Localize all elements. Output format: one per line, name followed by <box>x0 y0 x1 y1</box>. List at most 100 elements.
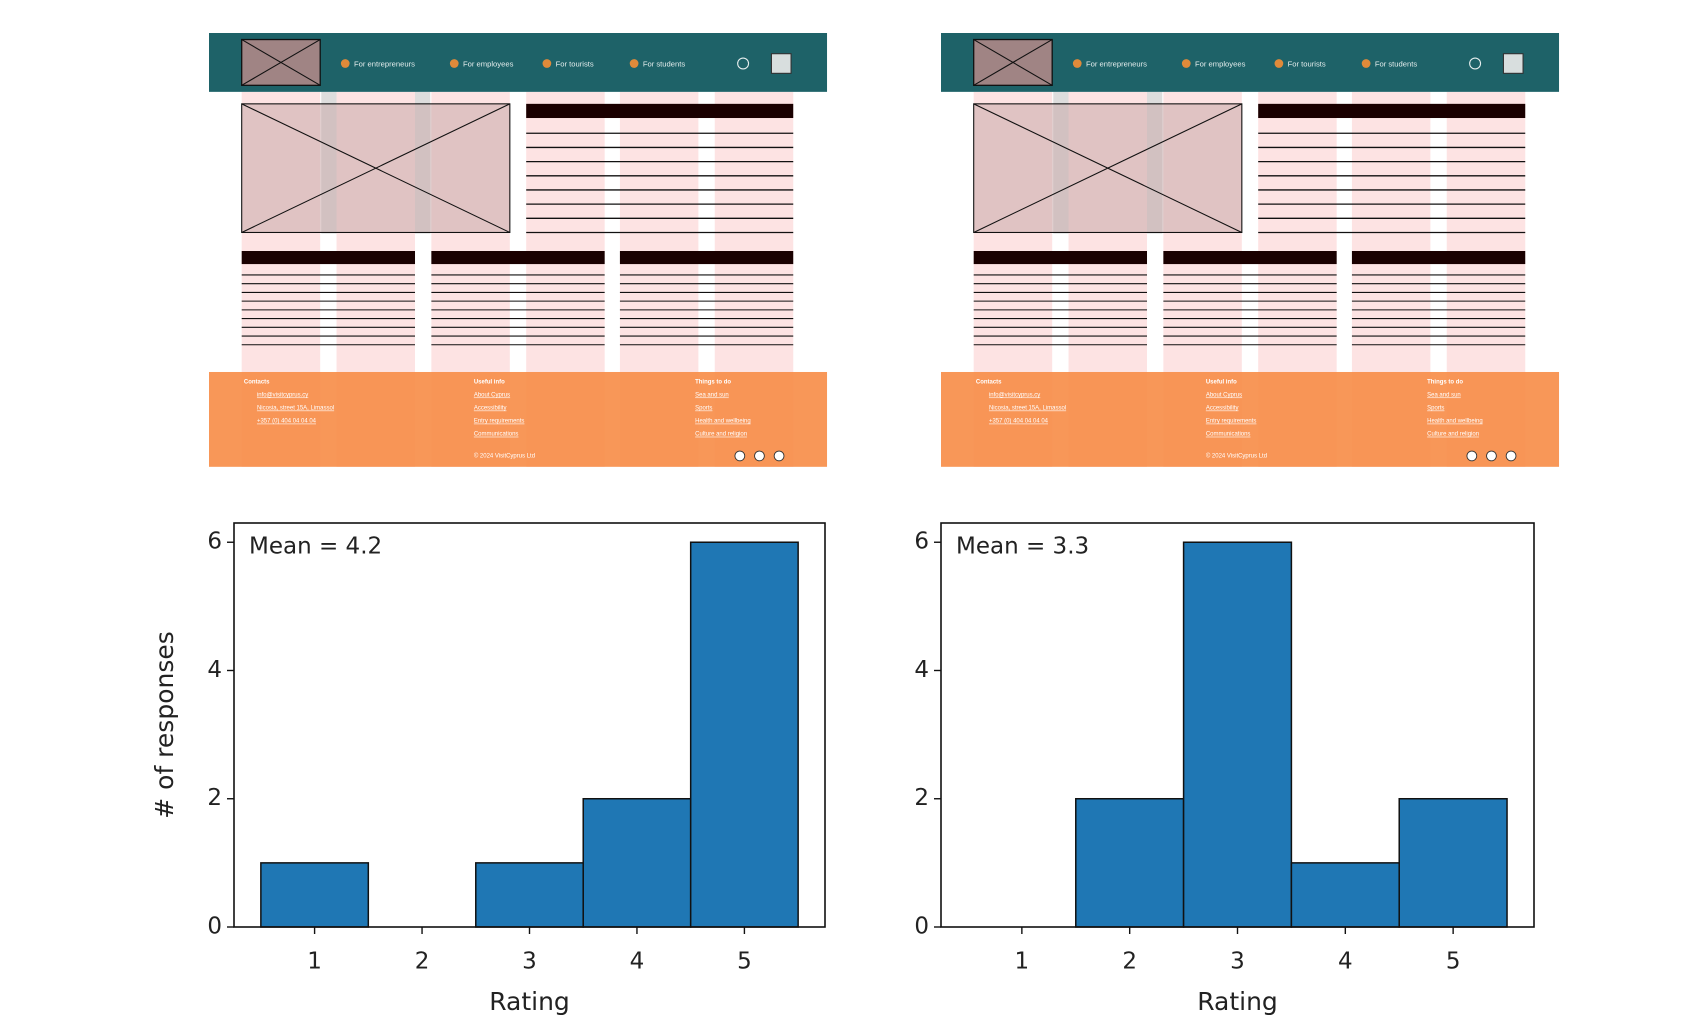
x-axis-label: Rating <box>1197 987 1278 1016</box>
footer-title: Useful info <box>474 379 505 385</box>
nav-icon <box>629 59 639 68</box>
footer-link: Culture and religion <box>1427 432 1479 438</box>
nav-link: For entrepreneurs <box>354 60 415 69</box>
x-tick-label: 4 <box>1338 949 1353 975</box>
copyright: © 2024 VisitCyprus Ltd <box>1206 452 1267 459</box>
footer-title: Contacts <box>976 379 1002 385</box>
copyright: © 2024 VisitCyprus Ltd <box>474 452 535 459</box>
y-tick-label: 2 <box>914 785 929 811</box>
bar <box>1290 862 1400 928</box>
footer <box>209 371 828 467</box>
social-icon <box>1466 450 1478 462</box>
user-icon <box>1502 53 1524 74</box>
heading-bar <box>619 251 794 265</box>
footer-link: Communications <box>1206 432 1251 438</box>
footer-link: Sports <box>1427 406 1444 412</box>
footer-link: +357 (0) 404 04 04 04 <box>257 419 317 425</box>
nav-link: For employees <box>1195 60 1246 69</box>
heading-bar <box>1163 251 1337 265</box>
footer-link: Sports <box>695 406 712 412</box>
logo-x <box>973 39 1053 86</box>
footer <box>941 371 1560 467</box>
nav-link: For tourists <box>1288 60 1326 69</box>
nav-icon <box>1274 59 1284 68</box>
social-icon <box>1486 450 1497 462</box>
footer-title: Things to do <box>1427 379 1463 385</box>
x-tick-label: 1 <box>1015 949 1030 975</box>
x-tick-label: 4 <box>630 949 645 975</box>
annotation: Mean = 3.3 <box>956 534 1089 560</box>
footer-link: Sea and sun <box>695 392 729 398</box>
social-icon <box>1505 450 1517 462</box>
nav-link: For students <box>643 60 686 69</box>
footer-link: About Cyprus <box>1206 392 1242 398</box>
bar <box>582 797 692 928</box>
heading-bar <box>1351 251 1526 265</box>
image-x <box>973 103 1243 233</box>
x-tick-label: 5 <box>737 949 752 975</box>
heading-bar <box>431 251 605 265</box>
nav-icon <box>449 59 459 68</box>
heading-bar <box>526 103 794 119</box>
y-tick-label: 4 <box>207 657 222 683</box>
nav-link: For entrepreneurs <box>1086 60 1147 69</box>
x-tick-label: 3 <box>1230 949 1245 975</box>
footer-title: Useful info <box>1206 379 1237 385</box>
x-tick-label: 3 <box>522 949 537 975</box>
heading-bar <box>1258 103 1526 119</box>
bar <box>1075 797 1185 928</box>
user-icon <box>770 53 792 74</box>
footer-link: Health and wellbeing <box>695 419 751 425</box>
x-tick-label: 5 <box>1446 949 1461 975</box>
y-tick-label: 0 <box>914 914 929 940</box>
image-x <box>241 103 511 233</box>
y-tick-label: 2 <box>207 785 222 811</box>
footer-link: +357 (0) 404 04 04 04 <box>989 419 1049 425</box>
footer-link: Sea and sun <box>1427 392 1461 398</box>
footer-link: Health and wellbeing <box>1427 419 1483 425</box>
wireframe: For entrepreneurs For employees For touris… <box>941 33 1560 467</box>
footer-link: Nicosia, street 15A, Limassol <box>257 406 334 412</box>
y-axis-label: # of responses <box>150 631 179 819</box>
heading-bar <box>241 251 416 265</box>
nav-link: For tourists <box>556 60 594 69</box>
nav-link: For employees <box>463 60 514 69</box>
footer-link: info@visitcyprus.cy <box>257 392 308 398</box>
x-axis-label: Rating <box>489 987 570 1016</box>
logo-x <box>241 39 321 86</box>
social-icon <box>754 450 765 462</box>
footer-link: Accessibility <box>474 406 507 412</box>
heading-bar <box>973 251 1148 265</box>
bar <box>1398 797 1508 928</box>
bar <box>689 541 799 928</box>
bar <box>1182 541 1293 928</box>
nav-icon <box>1181 59 1191 68</box>
nav-icon <box>340 59 350 68</box>
footer-title: Contacts <box>244 379 270 385</box>
search-icon <box>737 57 750 70</box>
footer-link: info@visitcyprus.cy <box>989 392 1040 398</box>
search-icon <box>1469 57 1482 70</box>
y-tick-label: 0 <box>207 914 222 940</box>
x-tick-label: 2 <box>415 949 430 975</box>
footer-link: Culture and religion <box>695 432 747 438</box>
footer-link: Entry requirements <box>474 419 525 425</box>
x-tick-label: 2 <box>1122 949 1137 975</box>
nav-icon <box>542 59 552 68</box>
y-tick-label: 4 <box>914 657 929 683</box>
social-icon <box>773 450 785 462</box>
nav-link: For students <box>1375 60 1418 69</box>
footer-link: Accessibility <box>1206 406 1239 412</box>
footer-link: Communications <box>474 432 519 438</box>
annotation: Mean = 4.2 <box>249 534 382 560</box>
y-tick-label: 6 <box>914 529 929 555</box>
footer-link: Nicosia, street 15A, Limassol <box>989 406 1066 412</box>
wireframe: For entrepreneurs For employees For touris… <box>209 33 828 467</box>
bar <box>475 862 584 928</box>
nav-icon <box>1361 59 1371 68</box>
nav-icon <box>1072 59 1082 68</box>
footer-title: Things to do <box>695 379 731 385</box>
bar <box>260 862 370 928</box>
y-tick-label: 6 <box>207 529 222 555</box>
